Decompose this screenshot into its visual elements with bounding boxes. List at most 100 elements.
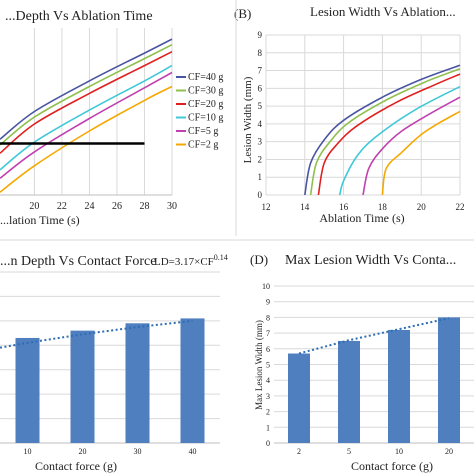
panel-d-y-tick-labels: 0 1 2 3 4 5 6 7 8 9 10 bbox=[262, 282, 270, 448]
panel-b-line-cf-10-g bbox=[338, 85, 461, 196]
panel-d-y-tick-5: 5 bbox=[266, 361, 270, 370]
panel-d-x-tick-5: 5 bbox=[347, 447, 351, 456]
panel-b-y-tick-1: 1 bbox=[258, 172, 263, 182]
panel-a-x-tick-26: 26 bbox=[112, 201, 122, 212]
panel-d-y-tick-0: 0 bbox=[266, 439, 270, 448]
panel-d-max-lesion-width-vs-force: (D) Max Lesion Width Vs Conta... Max Les… bbox=[250, 252, 474, 473]
panel-b-y-tick-labels: 0 1 2 3 4 5 6 7 8 9 bbox=[258, 30, 263, 200]
panel-d-x-tick-10: 10 bbox=[395, 447, 403, 456]
panel-c-x-tick-10: 10 bbox=[24, 447, 32, 456]
panel-b-x-tick-18: 18 bbox=[378, 202, 388, 212]
panel-d-y-tick-3: 3 bbox=[266, 392, 270, 401]
panel-c-bar-30 bbox=[125, 323, 150, 443]
panel-b-gridlines bbox=[265, 34, 461, 196]
panel-b-x-tick-14: 14 bbox=[300, 202, 310, 212]
panel-a-lesion-depth-vs-time: ...Depth Vs Ablation Time ...lation Time… bbox=[0, 9, 234, 227]
panel-a-legend: CF=40 g CF=30 g CF=20 g CF=10 g CF=5 g CF=2 g bbox=[174, 70, 234, 158]
panel-c-trendline-path bbox=[0, 319, 193, 349]
panel-d-ylabel: Max Lesion Width (mm) bbox=[254, 320, 264, 410]
panel-a-legend-label-cf-5-g: CF=5 g bbox=[188, 126, 218, 137]
panel-d-title: Max Lesion Width Vs Conta... bbox=[285, 253, 456, 268]
panel-b-x-tick-labels: 12 14 16 18 20 22 bbox=[262, 202, 465, 212]
panel-b-ylabel: Lesion Width (mm) bbox=[242, 76, 254, 163]
panel-c-xlabel: Contact force (g) bbox=[35, 459, 117, 473]
panel-a-legend-box bbox=[174, 70, 234, 158]
panel-d-label: (D) bbox=[250, 252, 268, 267]
panel-b-xlabel: Ablation Time (s) bbox=[319, 211, 404, 225]
panel-a-x-tick-30: 30 bbox=[167, 201, 177, 212]
panel-a-x-tick-22: 22 bbox=[57, 201, 67, 212]
panel-c-equation: LD=3.17×CF0.14 bbox=[154, 253, 228, 268]
panel-b-y-tick-7: 7 bbox=[258, 66, 263, 76]
panel-a-legend-label-cf-20-g: CF=20 g bbox=[188, 99, 223, 110]
panel-c-bar-20 bbox=[70, 330, 95, 443]
panel-a-xlabel: ...lation Time (s) bbox=[0, 213, 80, 227]
panel-b-y-tick-9: 9 bbox=[258, 30, 263, 40]
panel-d-x-tick-2: 2 bbox=[297, 447, 301, 456]
panel-a-legend-label-cf-30-g: CF=30 g bbox=[188, 86, 223, 97]
panel-b-y-tick-0: 0 bbox=[258, 190, 263, 200]
panel-b-y-tick-5: 5 bbox=[258, 101, 263, 111]
panel-a-x-tick-labels: 20 22 24 26 28 30 bbox=[29, 201, 177, 212]
panel-b-x-tick-20: 20 bbox=[417, 202, 427, 212]
panel-a-line-cf-40-g bbox=[0, 38, 173, 140]
panel-d-bar-2 bbox=[288, 353, 310, 443]
panel-d-bars bbox=[288, 317, 460, 443]
panel-c-equation-exponent: 0.14 bbox=[214, 253, 228, 262]
panel-a-line-cf-30-g bbox=[0, 43, 173, 146]
panel-b-label: (B) bbox=[234, 6, 251, 21]
panel-b-x-tick-12: 12 bbox=[262, 202, 271, 212]
panel-d-trendline-path bbox=[298, 317, 450, 355]
panel-b-y-tick-6: 6 bbox=[258, 83, 263, 93]
panel-b-line-cf-2-g bbox=[381, 110, 461, 196]
panel-d-y-tick-7: 7 bbox=[266, 329, 270, 338]
panel-d-trendline bbox=[298, 317, 450, 355]
panel-b-title: Lesion Width Vs Ablation... bbox=[310, 4, 456, 19]
panel-d-y-tick-10: 10 bbox=[262, 282, 270, 291]
panel-b-line-cf-40-g bbox=[304, 64, 461, 196]
panel-d-bar-20 bbox=[438, 317, 460, 443]
panel-b-lesion-width-vs-time: (B) Lesion Width Vs Ablation... Lesion W… bbox=[234, 4, 465, 225]
panel-c-lesion-depth-vs-force: ...n Depth Vs Contact Force LD=3.17×CF0.… bbox=[0, 253, 228, 473]
panel-c-x-tick-30: 30 bbox=[134, 447, 142, 456]
panel-d-bar-10 bbox=[388, 329, 410, 443]
panel-b-y-tick-8: 8 bbox=[258, 48, 263, 58]
panel-d-y-tick-1: 1 bbox=[266, 423, 270, 432]
panel-a-line-cf-20-g bbox=[0, 50, 173, 154]
panel-a-x-tick-24: 24 bbox=[84, 201, 94, 212]
panel-c-bar-10 bbox=[15, 337, 40, 443]
panel-b-y-tick-2: 2 bbox=[258, 154, 263, 164]
panel-c-equation-base: LD=3.17×CF bbox=[154, 256, 214, 268]
panel-b-y-tick-4: 4 bbox=[258, 119, 263, 129]
panel-a-line-cf-10-g bbox=[0, 64, 173, 171]
panel-a-x-tick-20: 20 bbox=[29, 201, 39, 212]
panel-a-title: ...Depth Vs Ablation Time bbox=[5, 9, 153, 24]
panel-a-legend-label-cf-40-g: CF=40 g bbox=[188, 72, 223, 83]
panel-a-x-tick-28: 28 bbox=[139, 201, 149, 212]
panel-b-series-lines bbox=[304, 64, 461, 196]
panel-d-x-tick-labels: 2 5 10 20 bbox=[297, 447, 453, 456]
panel-d-x-tick-20: 20 bbox=[445, 447, 453, 456]
panel-a-legend-label-cf-2-g: CF=2 g bbox=[188, 140, 218, 151]
panel-a-line-cf-5-g bbox=[0, 71, 173, 179]
panel-a-line-cf-2-g bbox=[0, 85, 173, 193]
panel-c-bars bbox=[15, 318, 205, 443]
panel-d-y-tick-2: 2 bbox=[266, 408, 270, 417]
panel-d-y-tick-4: 4 bbox=[266, 376, 270, 385]
panel-c-trendline bbox=[0, 319, 193, 349]
panel-c-title: ...n Depth Vs Contact Force bbox=[0, 254, 156, 269]
panel-b-line-cf-20-g bbox=[317, 73, 461, 196]
panel-b-x-tick-22: 22 bbox=[456, 202, 465, 212]
panel-a-series-lines bbox=[0, 38, 173, 193]
panel-d-xlabel: Contact force (g) bbox=[351, 459, 433, 473]
panel-c-x-tick-labels: 10 20 30 40 bbox=[24, 447, 197, 456]
panel-c-x-tick-40: 40 bbox=[189, 447, 197, 456]
panel-a-legend-label-cf-10-g: CF=10 g bbox=[188, 113, 223, 124]
panel-a-gridlines bbox=[0, 28, 173, 196]
panel-d-y-tick-8: 8 bbox=[266, 313, 270, 322]
panel-b-line-cf-5-g bbox=[362, 96, 461, 196]
panel-d-y-tick-6: 6 bbox=[266, 345, 270, 354]
panel-b-x-tick-16: 16 bbox=[339, 202, 349, 212]
panel-c-bar-40 bbox=[180, 318, 205, 443]
